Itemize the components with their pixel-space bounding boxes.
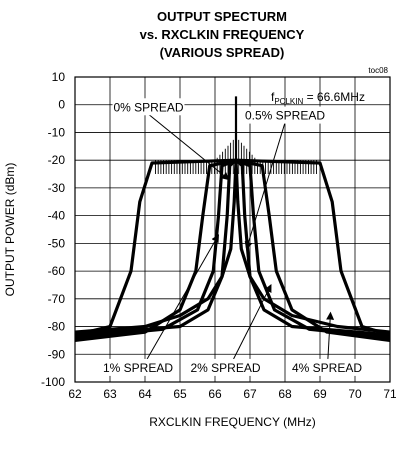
y-tick-label: -30 xyxy=(48,181,66,195)
spur-texture xyxy=(155,136,317,174)
y-tick-label: -20 xyxy=(48,153,66,167)
x-tick-label: 65 xyxy=(173,387,187,401)
x-tick-label: 68 xyxy=(278,387,292,401)
series-label-2: 1% SPREAD xyxy=(102,234,219,376)
chart-title-line-3: (VARIOUS SPREAD) xyxy=(160,45,285,60)
series-label-box xyxy=(112,98,185,116)
y-tick-label: -10 xyxy=(48,125,66,139)
series-label-box xyxy=(189,358,262,376)
y-tick-label: 0 xyxy=(58,98,65,112)
y-tick-label: -80 xyxy=(48,320,66,334)
series-line-2 xyxy=(74,158,391,340)
series-label-text: 0.5% SPREAD xyxy=(245,109,325,123)
chart-title-line-1: OUTPUT SPECTURM xyxy=(157,9,287,24)
series-label-text: 1% SPREAD xyxy=(103,361,173,375)
series-line-3 xyxy=(74,158,391,342)
x-tick-label: 70 xyxy=(348,387,362,401)
series-label-0: 0% SPREAD xyxy=(112,98,230,181)
y-tick-label: -70 xyxy=(48,292,66,306)
chart-title-line-2: vs. RXCLKIN FREQUENCY xyxy=(140,27,305,42)
x-tick-label: 66 xyxy=(208,387,222,401)
series-label-text: 2% SPREAD xyxy=(190,361,260,375)
series-label-box xyxy=(102,358,174,376)
series-label-text: 4% SPREAD xyxy=(292,361,362,375)
x-tick-label: 62 xyxy=(68,387,82,401)
series-label-4: 4% SPREAD xyxy=(291,311,363,376)
series-label-arrow xyxy=(137,234,219,376)
series-label-box xyxy=(241,106,329,124)
x-tick-label: 63 xyxy=(103,387,117,401)
x-tick-labels: 62 63 64 65 66 67 68 69 70 71 xyxy=(68,387,396,401)
y-tick-label: -90 xyxy=(48,347,66,361)
y-tick-label: -100 xyxy=(41,375,65,389)
series-line-0 xyxy=(74,158,391,334)
figure-note: toc08 xyxy=(368,66,388,75)
y-tick-label: 10 xyxy=(52,70,66,84)
test-condition: fPCLKIN = 66.6MHz xyxy=(271,90,365,106)
y-axis-label: OUTPUT POWER (dBm) xyxy=(3,163,17,297)
series-label-text: 0% SPREAD xyxy=(113,100,183,114)
x-axis-label: RXCLKIN FREQUENCY (MHz) xyxy=(149,415,315,429)
series-label-arrow xyxy=(244,122,286,250)
series-label-box xyxy=(291,358,363,376)
series-label-3: 2% SPREAD xyxy=(189,284,272,376)
x-tick-label: 69 xyxy=(313,387,327,401)
series-group xyxy=(74,96,391,342)
x-tick-label: 67 xyxy=(243,387,257,401)
x-tick-label: 71 xyxy=(383,387,396,401)
plot-frame xyxy=(74,76,391,383)
y-tick-labels: 10 0 -10 -20 -30 -40 -50 -60 -70 -80 -90 -100 xyxy=(41,70,65,389)
series-labels: 0% SPREAD 0.5% SPREAD 1% SPREAD 2% SPREAD 4%… xyxy=(102,98,363,376)
y-tick-label: -60 xyxy=(48,264,66,278)
x-tick-label: 64 xyxy=(138,387,152,401)
y-tick-label: -50 xyxy=(48,236,66,250)
series-label-arrow xyxy=(148,113,230,181)
series-label-1: 0.5% SPREAD xyxy=(241,106,329,250)
y-tick-label: -40 xyxy=(48,209,66,223)
